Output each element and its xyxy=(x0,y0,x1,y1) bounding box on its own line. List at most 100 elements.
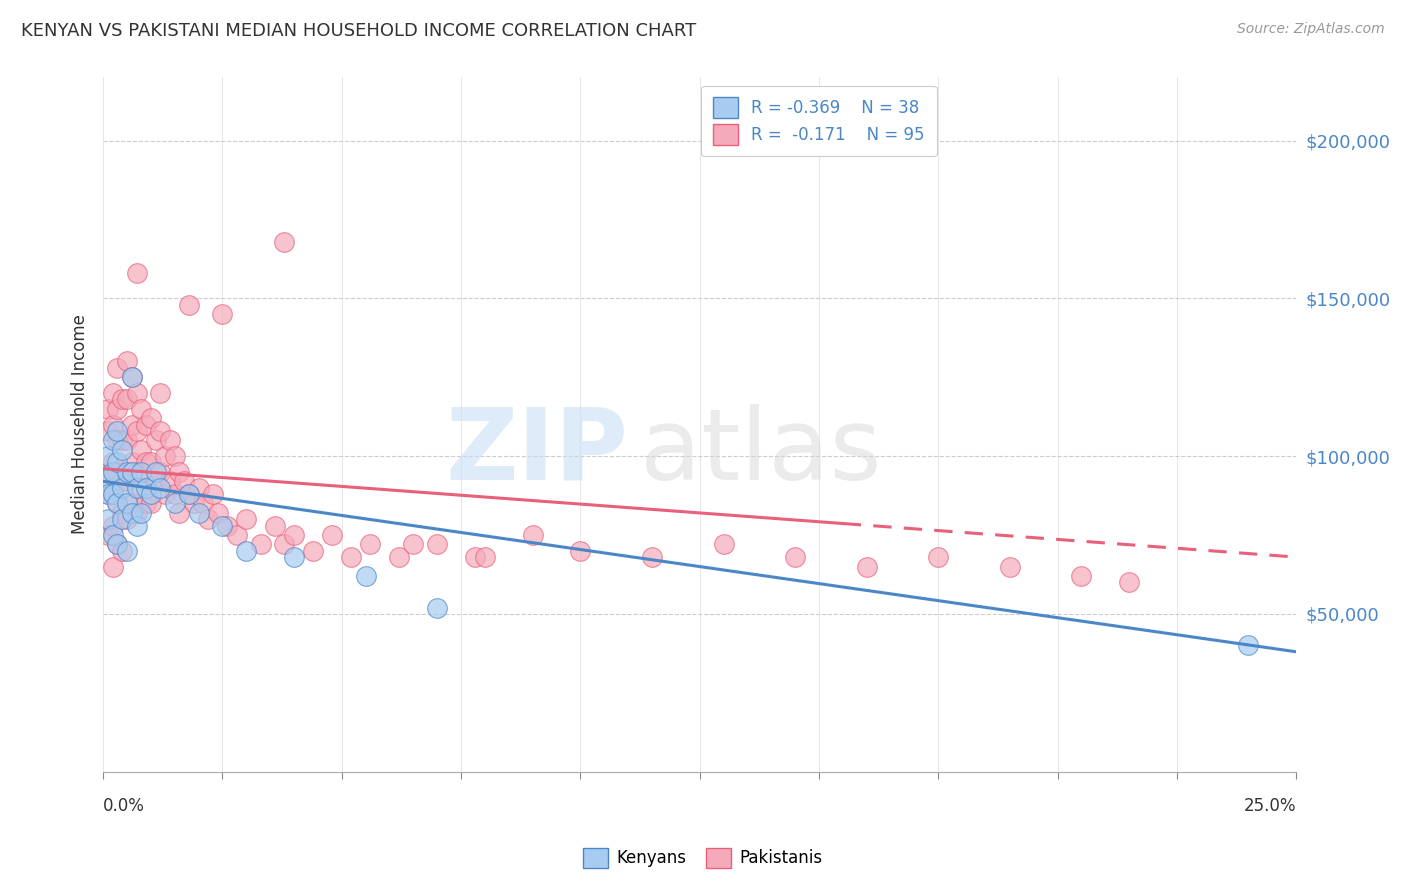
Point xyxy=(1118,575,1140,590)
Point xyxy=(121,455,143,469)
Point xyxy=(149,465,172,479)
Point xyxy=(359,537,381,551)
Point xyxy=(474,550,496,565)
Point xyxy=(193,496,215,510)
Point xyxy=(201,487,224,501)
Point xyxy=(125,481,148,495)
Point xyxy=(225,528,247,542)
Point xyxy=(426,600,449,615)
Point xyxy=(97,465,120,479)
Point xyxy=(115,512,138,526)
Point xyxy=(283,528,305,542)
Point xyxy=(111,434,134,448)
Y-axis label: Median Household Income: Median Household Income xyxy=(72,315,89,534)
Point xyxy=(139,496,162,510)
Point xyxy=(187,481,209,495)
Point xyxy=(111,506,134,520)
Point xyxy=(135,496,157,510)
Point xyxy=(145,475,167,489)
Point xyxy=(97,401,120,416)
Point xyxy=(235,512,257,526)
Point xyxy=(115,434,138,448)
Point xyxy=(464,550,486,565)
Point xyxy=(207,506,229,520)
Point xyxy=(321,528,343,542)
Point xyxy=(159,434,181,448)
Point xyxy=(97,512,120,526)
Point xyxy=(115,475,138,489)
Text: ZIP: ZIP xyxy=(446,404,628,500)
Point xyxy=(125,266,148,280)
Point xyxy=(101,434,124,448)
Point xyxy=(149,481,172,495)
Point xyxy=(783,550,806,565)
Point xyxy=(177,298,200,312)
Point xyxy=(101,455,124,469)
Point xyxy=(101,559,124,574)
Point xyxy=(97,487,120,501)
Point xyxy=(135,455,157,469)
Point xyxy=(101,487,124,501)
Point xyxy=(97,449,120,463)
Point xyxy=(641,550,664,565)
Point xyxy=(107,455,129,469)
Point xyxy=(159,475,181,489)
Point xyxy=(111,543,134,558)
Point xyxy=(107,360,129,375)
Point xyxy=(273,537,295,551)
Point xyxy=(163,487,186,501)
Point xyxy=(145,465,167,479)
Point xyxy=(111,481,134,495)
Point xyxy=(211,518,233,533)
Point xyxy=(121,417,143,432)
Point xyxy=(115,465,138,479)
Point xyxy=(101,386,124,401)
Point xyxy=(115,392,138,407)
Point xyxy=(135,417,157,432)
Point xyxy=(522,528,544,542)
Point xyxy=(139,487,162,501)
Point xyxy=(139,411,162,425)
Point xyxy=(163,496,186,510)
Point xyxy=(927,550,949,565)
Point xyxy=(107,434,129,448)
Point xyxy=(354,569,377,583)
Point xyxy=(121,370,143,384)
Point xyxy=(107,537,129,551)
Point xyxy=(131,401,153,416)
Point xyxy=(101,465,124,479)
Point xyxy=(125,465,148,479)
Point xyxy=(121,370,143,384)
Point xyxy=(101,487,124,501)
Point xyxy=(998,559,1021,574)
Point xyxy=(115,543,138,558)
Point xyxy=(121,496,143,510)
Point xyxy=(340,550,363,565)
Point xyxy=(855,559,877,574)
Point xyxy=(569,543,592,558)
Point xyxy=(121,506,143,520)
Point xyxy=(149,424,172,438)
Point xyxy=(97,424,120,438)
Text: atlas: atlas xyxy=(640,404,882,500)
Point xyxy=(153,487,176,501)
Point xyxy=(107,496,129,510)
Point xyxy=(107,465,129,479)
Text: 0.0%: 0.0% xyxy=(103,797,145,814)
Point xyxy=(125,424,148,438)
Point xyxy=(135,481,157,495)
Text: 25.0%: 25.0% xyxy=(1244,797,1296,814)
Point xyxy=(125,386,148,401)
Point xyxy=(1237,639,1260,653)
Point xyxy=(97,528,120,542)
Point xyxy=(131,506,153,520)
Point xyxy=(264,518,287,533)
Point xyxy=(235,543,257,558)
Point xyxy=(107,424,129,438)
Text: Source: ZipAtlas.com: Source: ZipAtlas.com xyxy=(1237,22,1385,37)
Point xyxy=(111,442,134,457)
Point xyxy=(111,392,134,407)
Point xyxy=(197,512,219,526)
Point xyxy=(173,475,195,489)
Point xyxy=(402,537,425,551)
